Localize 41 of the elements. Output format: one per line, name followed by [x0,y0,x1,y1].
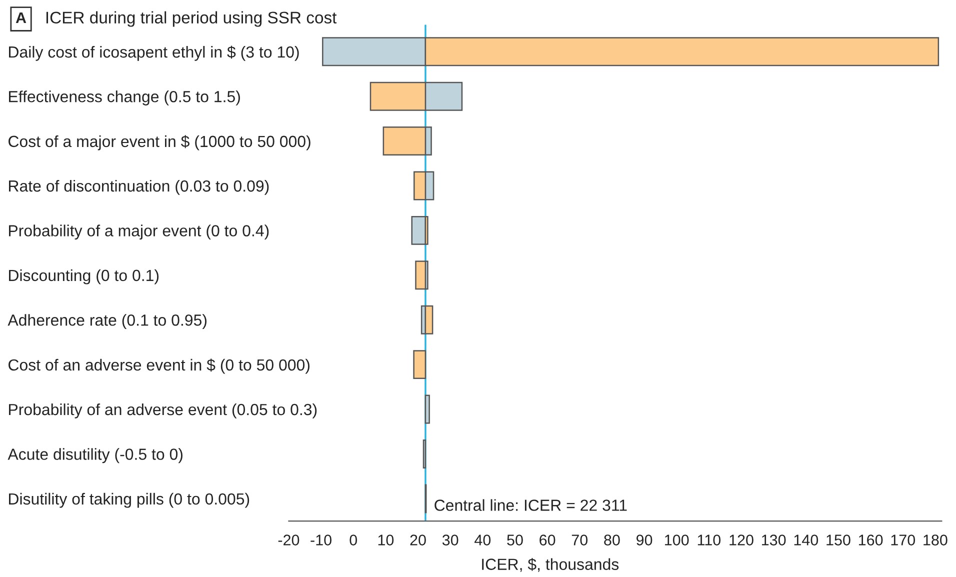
x-tick-label: 150 [826,534,850,546]
x-tick-label: 160 [858,534,883,546]
x-tick-label: 110 [698,534,721,546]
bar [424,394,430,424]
y-tick-label: Acute disutility (-0.5 to 0) [8,448,182,464]
x-tick-label: 30 [442,534,458,546]
x-tick-label: 20 [410,534,426,546]
y-tick-label: Daily cost of icosapent ethyl in $ (3 to 10) [9,46,299,61]
bar [415,260,426,290]
y-tick-label: Cost of an adverse event in $ (0 to 50 000) [8,358,310,374]
y-tick-label: Rate of discontinuation (0.03 to 0.09) [9,180,269,195]
y-tick-label: Discounting (0 to 0.1) [9,269,159,284]
x-tick-label: 140 [794,534,818,546]
x-tick-label: 180 [924,534,948,546]
x-tick-label: 10 [378,534,394,546]
bar [424,305,434,334]
y-tick-label: Effectiveness change (0.5 to 1.5) [9,90,240,106]
x-axis-title: ICER, $, thousands [482,558,619,572]
y-tick-label: Cost of a major event in $ (1000 to 50 000) [8,135,310,150]
x-tick-label: 40 [474,534,491,546]
y-tick-label: Probability of an adverse event (0.05 to 0.3) [9,403,317,418]
bar [413,350,426,380]
y-tick-label: Adherence rate (0.1 to 0.95) [8,314,206,329]
x-tick-label: -10 [310,534,332,546]
y-tick-label: Probability of a major event (0 to 0.4) [9,224,269,240]
x-tick-label: 90 [636,534,652,546]
text: A [16,12,26,23]
x-tick-label: 100 [665,534,689,546]
bar [411,216,426,245]
x-tick-label: 60 [540,534,556,546]
x-tick-label: 80 [604,534,620,546]
x-tick-label: 120 [730,534,754,546]
x-tick-label: 70 [572,534,588,546]
x-tick-label: 50 [507,534,523,546]
y-tick-label: Disutility of taking pills (0 to 0.005) [9,492,250,508]
x-tick-label: -20 [278,534,300,546]
x-tick-label: 0 [350,534,358,546]
ref-line-label: Central line: ICER = 22 311 [434,499,627,511]
x-tick-label: 170 [891,534,916,546]
chart-title: ICER during trial period using SSR cost [46,11,337,27]
x-tick-label: 130 [762,534,786,546]
